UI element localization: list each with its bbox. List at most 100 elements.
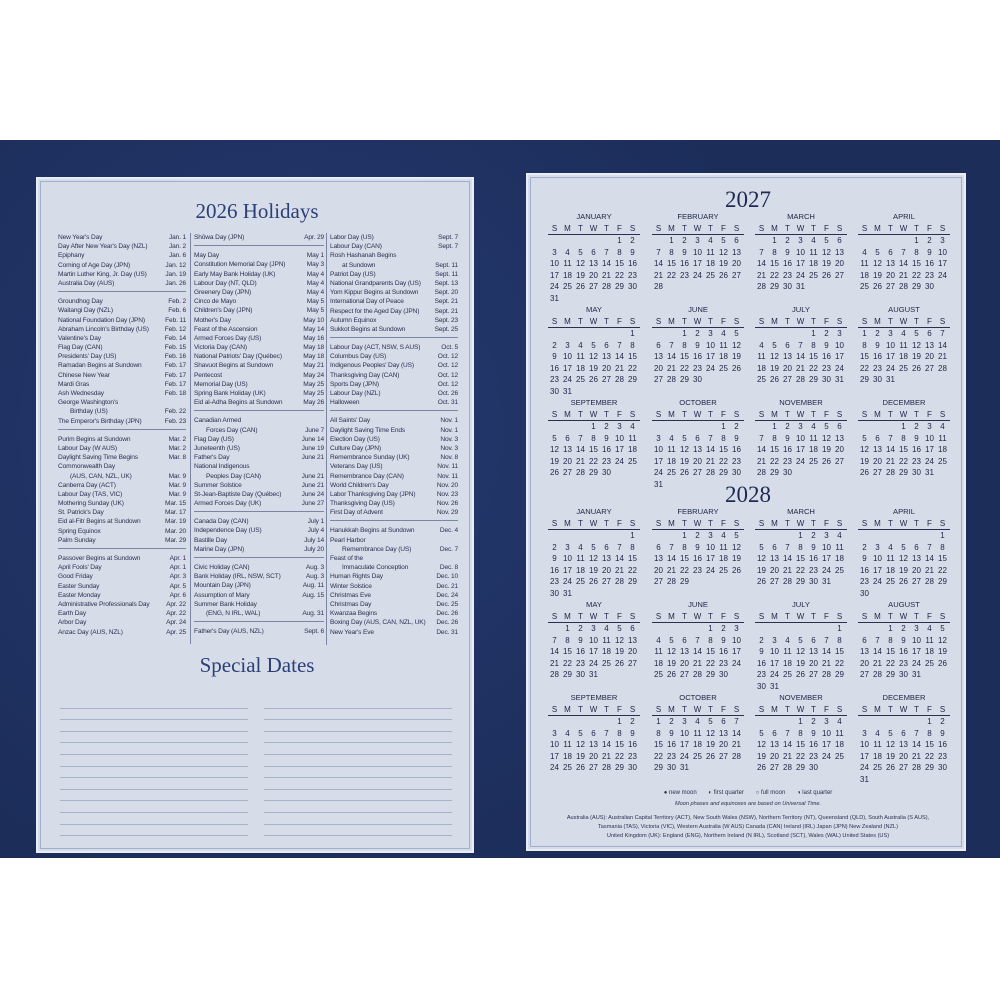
holiday-month-group: Purim Begins at Sundown Mar. 2 Labour Day … [58,435,186,549]
holiday-name: New Year's Day [58,234,103,241]
special-date-line[interactable] [60,801,248,813]
holiday-row: Assumption of Mary Aug. 15 [194,591,324,600]
day-number: 31 [796,282,805,292]
week-row: 1 [755,623,847,635]
special-date-line[interactable] [60,825,248,837]
day-number: 27 [602,577,611,587]
holiday-row: Anzac Day (AUS, NZL) Apr. 25 [58,628,186,637]
day-number: 23 [783,456,792,466]
day-number: 13 [925,340,934,350]
special-date-line[interactable] [264,790,452,802]
special-date-line[interactable] [264,743,452,755]
special-date-line[interactable] [264,801,452,813]
holiday-date: Mar. 8 [168,454,187,462]
day-number: 22 [796,751,805,761]
day-number: 15 [654,740,663,750]
week-row: 21 22 23 24 25 26 27 [755,270,847,282]
day-number: 11 [719,340,728,350]
day-number: 6 [721,717,726,726]
special-date-line[interactable] [60,755,248,767]
special-date-line[interactable] [60,743,248,755]
special-date-line[interactable] [60,767,248,779]
special-date-line[interactable] [264,697,452,709]
day-number: 1 [617,236,622,245]
holiday-date: Aug. 31 [302,609,324,617]
special-date-line[interactable] [264,767,452,779]
day-number: 20 [770,751,779,761]
holiday-row: National Patriots' Day (Québec) May 18 [194,352,324,361]
day-number: 16 [925,259,934,269]
day-number: 10 [835,340,844,350]
special-date-line[interactable] [264,732,452,744]
special-date-line[interactable] [264,778,452,790]
weekday-label: S [733,519,740,528]
special-date-line[interactable] [60,732,248,744]
week-row: 24 25 26 27 28 29 30 [548,762,640,774]
day-number: 15 [938,554,947,564]
day-number [548,716,561,728]
holiday-name: St. Patrick's Day [58,509,104,517]
weekday-label: F [824,224,829,233]
weekday-label: W [589,519,598,528]
special-date-line[interactable] [60,778,248,790]
holiday-name: at Sundown [342,261,376,269]
special-date-line[interactable] [264,813,452,825]
abbreviations: Australia (AUS): Australian Capital Terr… [538,814,958,841]
special-date-line[interactable] [264,755,452,767]
day-number: 20 [563,456,572,466]
week-row: 9 10 11 12 13 14 15 [548,351,640,363]
special-date-line[interactable] [264,720,452,732]
special-date-line[interactable] [264,709,452,721]
special-date-line[interactable] [60,720,248,732]
day-number: 2 [901,624,906,633]
holiday-row: Canadian Armed [194,416,324,425]
holiday-name: Thanksgiving Day (US) [330,500,395,508]
holiday-date: May 3 [306,261,324,269]
holiday-name: Pentecost [194,371,222,379]
day-number: 26 [576,763,585,773]
weekday-label: T [811,612,816,621]
special-date-line[interactable] [264,825,452,837]
day-number: 7 [656,247,661,257]
day-number: 17 [563,565,572,575]
day-number: 13 [589,259,598,269]
holiday-row: Labour Day (W AUS) Mar. 2 [58,444,186,453]
day-number: 10 [796,247,805,257]
day-number: 17 [822,554,831,564]
holiday-month-group: Canada Day (CAN) July 1 Independence Day (… [194,517,324,558]
day-number [755,421,768,433]
weekday-label: F [721,224,726,233]
day-number: 2 [695,329,700,338]
holiday-date: Oct. 12 [437,353,458,361]
day-number: 25 [809,270,818,280]
holiday-date: Feb. 23 [164,417,186,425]
day-number: 12 [589,554,598,564]
holiday-name: Labor Day (US) [330,234,374,241]
special-date-line[interactable] [60,697,248,709]
day-number: 21 [550,658,559,668]
day-number: 16 [938,740,947,750]
day-number: 3 [591,624,596,633]
day-number: 8 [798,542,803,552]
day-number [652,235,665,247]
day-number [600,716,613,728]
holiday-row: Marine Day (JPN) July 20 [194,545,324,554]
week-row: 26 27 28 29 30 [755,762,847,774]
day-number: 2 [734,422,739,431]
day-number: 5 [914,329,919,338]
special-date-line[interactable] [60,813,248,825]
day-number: 1 [927,717,932,726]
holiday-row: Indigenous Peoples' Day (US) Oct. 12 [330,361,458,370]
weekday-label: S [733,224,740,233]
day-number: 23 [783,270,792,280]
week-row: 12 13 14 15 16 17 18 [755,739,847,751]
special-date-line[interactable] [60,790,248,802]
day-number: 1 [682,329,687,338]
special-date-line[interactable] [60,709,248,721]
holiday-month-group: Groundhog Day Feb. 2 Waitangi Day (NZL) Feb… [58,297,186,430]
day-number: 5 [721,236,726,245]
weekday-label: F [617,317,622,326]
day-number: 2 [785,422,790,431]
